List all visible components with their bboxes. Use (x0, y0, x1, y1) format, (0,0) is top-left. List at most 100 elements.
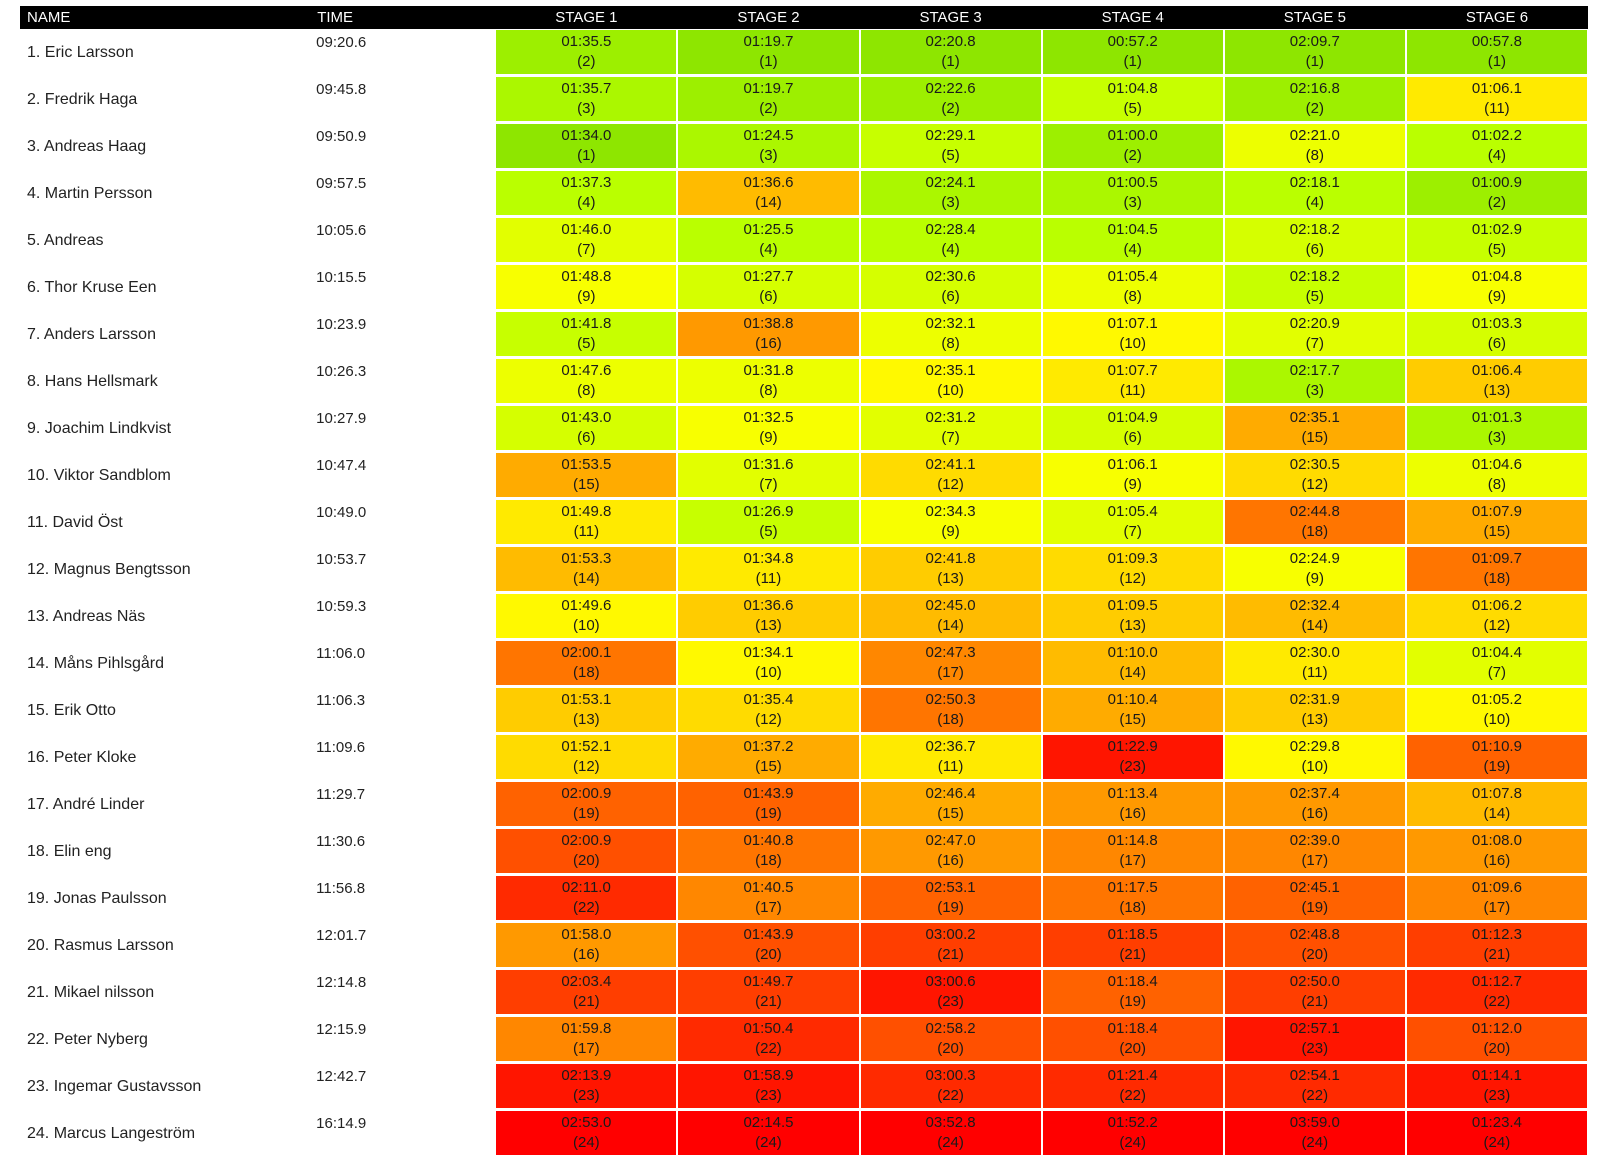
rider-name: 23. Ingemar Gustavsson (27, 1078, 202, 1095)
stage-cell: 01:14.8 (17) (1042, 829, 1223, 873)
stage-cell: 02:09.7 (1) (1224, 30, 1405, 74)
stage-time: 01:04.6 (1471, 456, 1522, 473)
total-time: 10:23.9 (316, 316, 367, 333)
stage-cell: 02:30.5 (12) (1224, 453, 1405, 497)
stage-cell: 01:06.4 (13) (1406, 359, 1587, 403)
total-time: 11:56.8 (316, 880, 366, 897)
stage-time: 01:01.3 (1471, 409, 1522, 426)
stage-cell: 02:36.7 (11) (860, 735, 1041, 779)
rider-name: 15. Erik Otto (27, 702, 116, 719)
stage-time: 01:34.0 (561, 127, 612, 144)
stage-cell: 01:14.1 (23) (1406, 1064, 1587, 1108)
stage-rank: (12) (755, 711, 782, 728)
stage-rank: (11) (755, 570, 782, 587)
stage-cell: 01:07.1 (10) (1042, 312, 1223, 356)
table-row: 17. André Linder 11:29.7 02:00.9 (19) 01:43.… (20, 781, 1588, 828)
stage-cell: 03:00.3 (22) (860, 1064, 1041, 1108)
stage-rank: (19) (937, 899, 964, 916)
stage-time: 03:00.6 (925, 973, 976, 990)
table-row: 16. Peter Kloke 11:09.6 01:52.1 (12) 01:37.2… (20, 734, 1588, 781)
stage-cell: 01:07.8 (14) (1406, 782, 1587, 826)
stage-time: 01:07.1 (1107, 315, 1158, 332)
stage-time: 01:37.3 (561, 174, 612, 191)
column-header: STAGE 6 (1465, 9, 1529, 26)
stage-cell: 01:10.4 (15) (1042, 688, 1223, 732)
stage-cell: 02:30.0 (11) (1224, 641, 1405, 685)
stage-cell: 03:00.2 (21) (860, 923, 1041, 967)
stage-cell: 01:04.6 (8) (1406, 453, 1587, 497)
stage-rank: (6) (577, 429, 596, 446)
stage-rank: (11) (937, 758, 964, 775)
column-header: NAME (27, 9, 71, 26)
stage-time: 02:09.7 (1289, 33, 1340, 50)
table-row: 10. Viktor Sandblom 10:47.4 01:53.5 (15) 01:… (20, 452, 1588, 499)
rider-name: 2. Fredrik Haga (27, 91, 138, 108)
stage-cell: 02:47.0 (16) (860, 829, 1041, 873)
stage-time: 01:00.0 (1107, 127, 1158, 144)
stage-cell: 01:04.8 (5) (1042, 77, 1223, 121)
stage-time: 01:46.0 (561, 221, 612, 238)
stage-rank: (8) (577, 382, 596, 399)
stage-time: 01:00.5 (1107, 174, 1158, 191)
stage-time: 01:09.7 (1471, 550, 1522, 567)
stage-rank: (13) (1483, 382, 1511, 399)
stage-rank: (23) (1301, 1040, 1329, 1057)
stage-time: 01:43.9 (743, 926, 794, 943)
stage-rank: (11) (1484, 100, 1510, 117)
stage-cell: 01:52.1 (12) (496, 735, 677, 779)
table-row: 1. Eric Larsson 09:20.6 01:35.5 (2) 01:19.7 (… (20, 29, 1588, 76)
stage-time: 01:31.6 (743, 456, 794, 473)
stage-time: 02:18.2 (1289, 268, 1340, 285)
stage-cell: 01:09.5 (13) (1042, 594, 1223, 638)
total-time: 10:26.3 (316, 363, 367, 380)
stage-rank: (4) (759, 241, 778, 258)
stage-cell: 01:50.4 (22) (678, 1017, 859, 1061)
stage-cell: 02:35.1 (15) (1224, 406, 1405, 450)
stage-rank: (17) (573, 1040, 600, 1057)
stage-rank: (1) (759, 53, 778, 70)
stage-rank: (24) (937, 1134, 964, 1151)
stage-time: 02:36.7 (925, 738, 976, 755)
stage-cell: 02:24.9 (9) (1224, 547, 1405, 591)
stage-time: 01:37.2 (743, 738, 794, 755)
stage-cell: 02:50.0 (21) (1224, 970, 1405, 1014)
stage-rank: (18) (755, 852, 782, 869)
stage-rank: (7) (1305, 335, 1324, 352)
stage-cell: 02:32.4 (14) (1224, 594, 1405, 638)
stage-rank: (6) (759, 288, 778, 305)
stage-rank: (19) (755, 805, 782, 822)
total-time: 10:47.4 (316, 457, 367, 474)
stage-cell: 03:59.0 (24) (1224, 1111, 1405, 1155)
table-row: 8. Hans Hellsmark 10:26.3 01:47.6 (8) 01:31.… (20, 358, 1588, 405)
stage-cell: 02:24.1 (3) (860, 171, 1041, 215)
stage-cell: 01:43.9 (20) (678, 923, 859, 967)
stage-rank: (24) (1483, 1134, 1511, 1151)
stage-cell: 01:35.7 (3) (496, 77, 677, 121)
stage-cell: 01:19.7 (2) (678, 77, 859, 121)
rider-name: 4. Martin Persson (27, 185, 153, 202)
stage-rank: (11) (1302, 664, 1328, 681)
stage-time: 02:53.1 (925, 879, 976, 896)
stage-time: 02:00.9 (561, 785, 612, 802)
rider-name: 7. Anders Larsson (27, 326, 156, 343)
stage-time: 02:32.4 (1289, 597, 1340, 614)
stage-time: 01:02.9 (1471, 221, 1522, 238)
table-row: 12. Magnus Bengtsson 10:53.7 01:53.3 (14) 01… (20, 546, 1588, 593)
stage-rank: (3) (1487, 429, 1507, 446)
stage-rank: (23) (1119, 758, 1147, 775)
stage-rank: (4) (1487, 147, 1507, 164)
stage-rank: (17) (1119, 852, 1147, 869)
stage-cell: 01:21.4 (22) (1042, 1064, 1223, 1108)
stage-time: 01:05.4 (1107, 503, 1158, 520)
stage-rank: (24) (755, 1134, 782, 1151)
stage-cell: 01:01.3 (3) (1406, 406, 1587, 450)
stage-rank: (13) (937, 570, 964, 587)
stage-cell: 00:57.8 (1) (1406, 30, 1587, 74)
stage-time: 02:32.1 (925, 315, 976, 332)
stage-rank: (22) (573, 899, 600, 916)
stage-time: 01:26.9 (743, 503, 794, 520)
stage-rank: (9) (1487, 288, 1507, 305)
stage-rank: (15) (1483, 523, 1511, 540)
stage-time: 03:00.3 (925, 1067, 976, 1084)
stage-rank: (1) (577, 147, 596, 164)
